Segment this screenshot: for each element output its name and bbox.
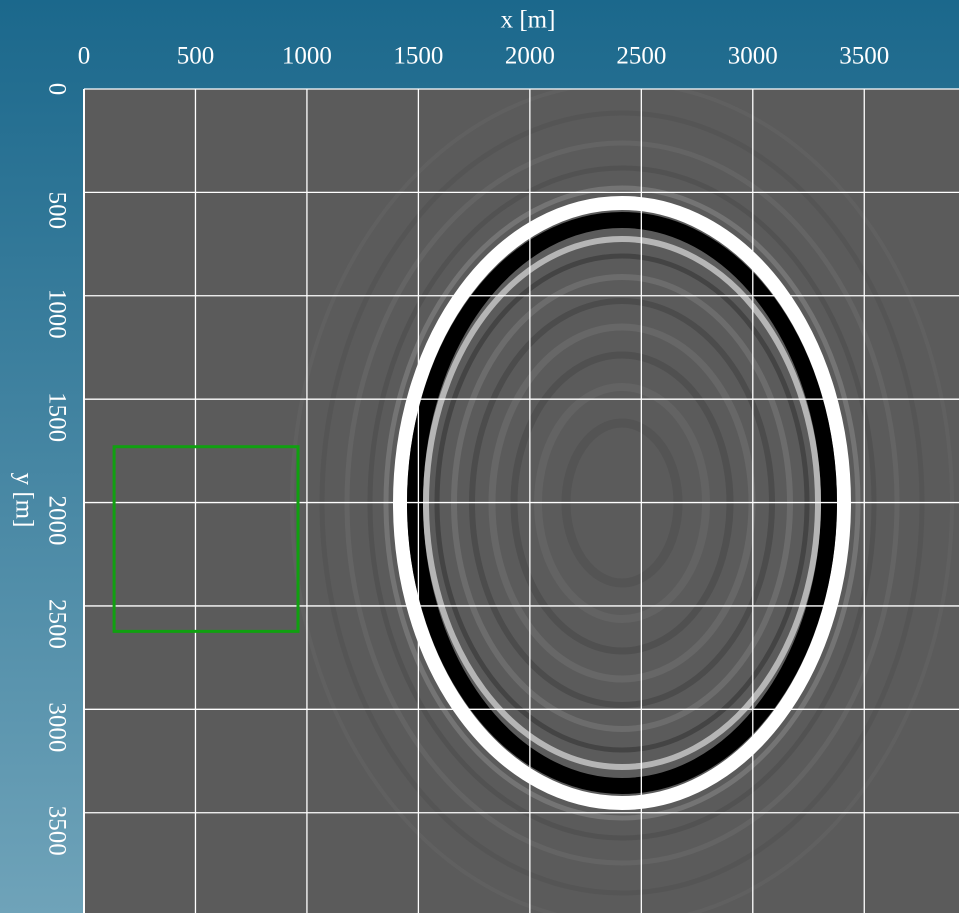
y-tick-label: 500: [43, 192, 70, 230]
y-tick-label: 2500: [43, 599, 70, 649]
y-tick-label: 1000: [43, 289, 70, 339]
x-tick-label: 2000: [505, 43, 555, 70]
x-tick-label: 3500: [839, 43, 889, 70]
y-tick-label: 3500: [43, 806, 70, 856]
y-tick-label: 3000: [43, 702, 70, 752]
y-tick-label: 0: [43, 83, 70, 96]
x-tick-label: 2500: [616, 43, 666, 70]
y-tick-label: 2000: [43, 496, 70, 546]
x-tick-label: 1500: [393, 43, 443, 70]
x-tick-label: 0: [78, 43, 91, 70]
wavefield: [84, 83, 959, 913]
x-tick-label: 1000: [282, 43, 332, 70]
chart: x [m] y [m] 0 500 1000 1500 2000 2500 3000 3500…: [0, 0, 959, 913]
y-axis-label: y [m]: [10, 473, 37, 528]
x-axis-label: x [m]: [501, 7, 556, 34]
x-tick-label: 3000: [728, 43, 778, 70]
y-tick-label: 1500: [43, 392, 70, 442]
x-tick-label: 500: [177, 43, 215, 70]
